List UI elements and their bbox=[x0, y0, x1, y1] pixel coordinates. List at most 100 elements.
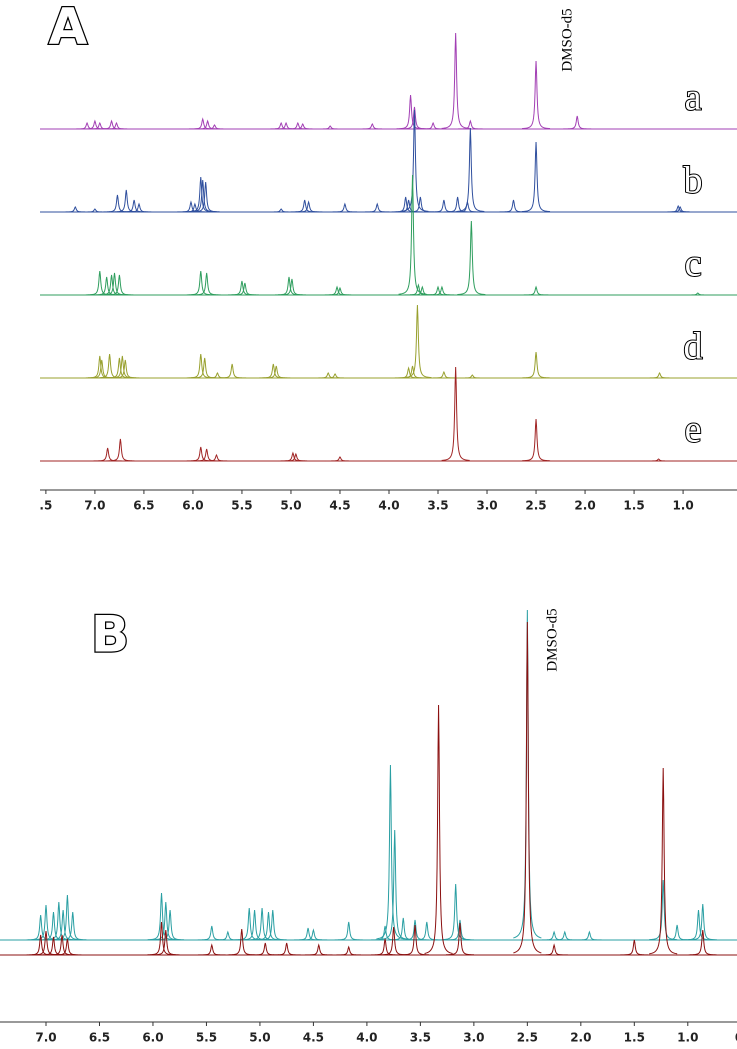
peak bbox=[550, 930, 579, 941]
peak bbox=[330, 202, 359, 213]
x-tick-label: 4.5 bbox=[303, 1031, 324, 1045]
peak bbox=[180, 202, 209, 213]
peak bbox=[441, 883, 470, 941]
x-tick-label: 3.0 bbox=[476, 499, 497, 513]
peak bbox=[441, 366, 470, 461]
peak bbox=[391, 196, 420, 213]
peak bbox=[186, 446, 215, 462]
x-tick-label: 0. bbox=[735, 1031, 737, 1045]
peak bbox=[429, 370, 458, 379]
peak bbox=[299, 928, 328, 941]
x-tick-label: 1.0 bbox=[677, 1031, 698, 1045]
peak bbox=[688, 929, 717, 956]
peak bbox=[540, 943, 569, 956]
peak bbox=[401, 919, 430, 941]
x-tick-label: 1.0 bbox=[672, 499, 693, 513]
x-tick-label: 2.5 bbox=[525, 499, 546, 513]
peak bbox=[445, 922, 474, 956]
peak bbox=[218, 363, 247, 379]
peak bbox=[267, 208, 296, 213]
peak bbox=[213, 930, 242, 941]
peak bbox=[513, 609, 542, 939]
peak bbox=[58, 911, 87, 941]
peak bbox=[522, 418, 551, 462]
peak bbox=[186, 353, 215, 379]
x-tick-label: 6.5 bbox=[133, 499, 154, 513]
peak bbox=[499, 199, 528, 213]
peak bbox=[334, 945, 363, 956]
peak bbox=[290, 199, 319, 213]
x-tick-label: 7.0 bbox=[84, 499, 105, 513]
x-tick-label: 7.0 bbox=[35, 1031, 56, 1045]
peak bbox=[277, 278, 306, 296]
peak bbox=[230, 282, 259, 296]
peak bbox=[325, 456, 354, 462]
peak bbox=[325, 286, 354, 296]
peak bbox=[457, 220, 486, 296]
peak bbox=[424, 285, 453, 296]
peak bbox=[456, 119, 485, 130]
peak bbox=[394, 199, 423, 213]
peak bbox=[376, 764, 405, 940]
peak bbox=[254, 911, 283, 941]
peak bbox=[39, 936, 68, 956]
peak bbox=[111, 359, 140, 379]
peak bbox=[197, 943, 226, 956]
peak bbox=[193, 119, 222, 130]
x-tick-label: 6.5 bbox=[89, 1031, 110, 1045]
peak bbox=[202, 453, 231, 462]
peak bbox=[358, 123, 387, 130]
x-tick-label: 5.0 bbox=[249, 1031, 270, 1045]
peak bbox=[53, 938, 82, 956]
peak bbox=[456, 127, 485, 212]
peak bbox=[248, 907, 277, 941]
x-tick-label: 3.0 bbox=[463, 1031, 484, 1045]
x-tick-label: 4.0 bbox=[378, 499, 399, 513]
peak bbox=[389, 917, 418, 941]
peak bbox=[666, 206, 695, 213]
peak bbox=[644, 458, 673, 462]
x-tick-label: 2.0 bbox=[574, 499, 595, 513]
trace-label: a bbox=[685, 77, 702, 119]
solvent-label: DMSO-d5 bbox=[559, 8, 575, 71]
peak bbox=[522, 60, 551, 130]
peak bbox=[522, 285, 551, 296]
peak bbox=[227, 928, 256, 956]
x-tick-label: 5.0 bbox=[280, 499, 301, 513]
x-tick-label: 4.0 bbox=[356, 1031, 377, 1045]
peak bbox=[258, 909, 287, 941]
peak bbox=[363, 202, 392, 213]
trace-label: c bbox=[685, 243, 702, 285]
peak bbox=[429, 199, 458, 213]
peak bbox=[304, 943, 333, 956]
peak bbox=[424, 704, 453, 954]
peak bbox=[294, 200, 323, 213]
peak bbox=[563, 115, 592, 130]
x-tick-label: 3.5 bbox=[410, 1031, 431, 1045]
x-tick-label: 5.5 bbox=[231, 499, 252, 513]
peak bbox=[105, 274, 134, 296]
peak bbox=[314, 372, 343, 379]
x-tick-label: 4.5 bbox=[329, 499, 350, 513]
peak bbox=[445, 919, 474, 941]
x-tick-label: 5.5 bbox=[196, 1031, 217, 1045]
peak bbox=[649, 879, 678, 941]
peak bbox=[272, 942, 301, 956]
peak bbox=[251, 942, 280, 956]
peak bbox=[458, 374, 487, 379]
peak bbox=[316, 125, 345, 130]
peak bbox=[267, 121, 296, 130]
panel-title: A bbox=[49, 0, 88, 56]
peak bbox=[53, 894, 82, 941]
peak bbox=[398, 174, 427, 295]
peak bbox=[197, 925, 226, 941]
peak bbox=[106, 438, 135, 462]
peak bbox=[87, 359, 116, 379]
x-tick-label: 1.5 bbox=[623, 499, 644, 513]
peak bbox=[102, 121, 131, 130]
solvent-label: DMSO-d5 bbox=[544, 608, 560, 671]
peak bbox=[147, 892, 176, 941]
peak bbox=[192, 272, 221, 296]
peak bbox=[513, 621, 542, 954]
peak bbox=[92, 276, 121, 296]
